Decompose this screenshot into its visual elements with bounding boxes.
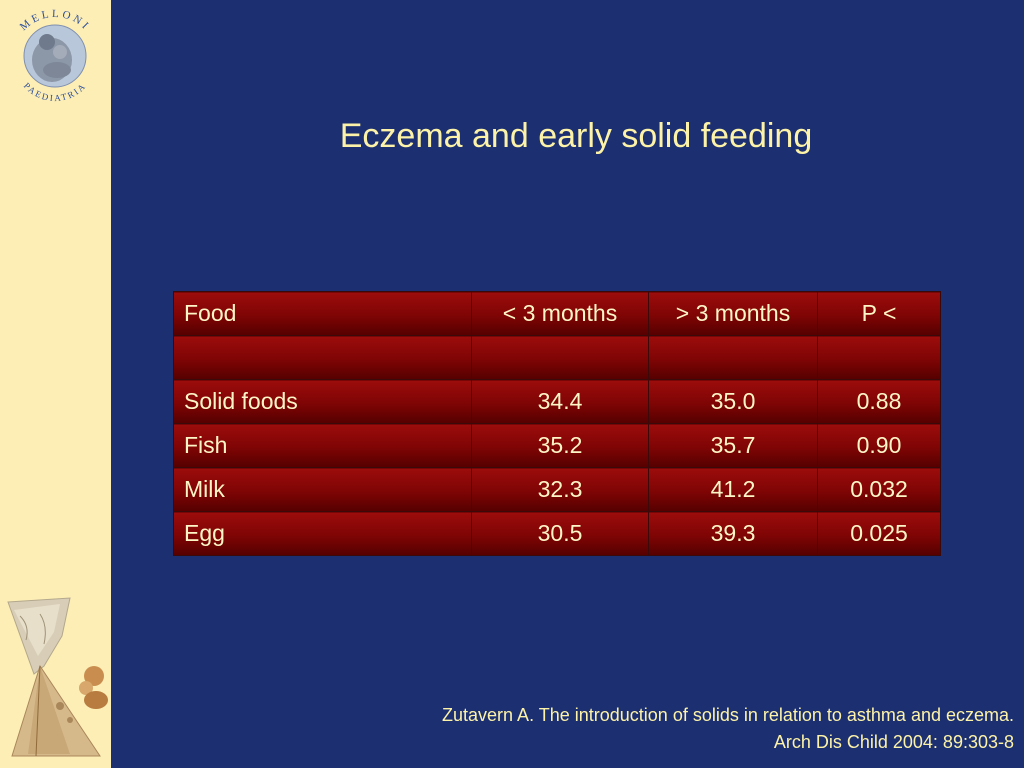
- cell-food: [173, 335, 472, 380]
- table-row: Fish 35.2 35.7 0.90: [173, 423, 941, 468]
- header-food: Food: [173, 291, 472, 336]
- citation-line-1: Zutavern A. The introduction of solids i…: [442, 705, 1014, 725]
- melloni-paediatria-logo: MELLONI PAEDIATRIA: [18, 8, 90, 103]
- cell-over-3-months: 35.0: [648, 379, 818, 424]
- cell-p-value: 0.032: [817, 467, 941, 512]
- cell-over-3-months: [648, 335, 818, 380]
- cell-over-3-months: 41.2: [648, 467, 818, 512]
- table-header-row: Food < 3 months > 3 months P <: [173, 291, 941, 336]
- table-row: Solid foods 34.4 35.0 0.88: [173, 379, 941, 424]
- slide-title: Eczema and early solid feeding: [339, 117, 813, 155]
- cell-under-3-months: [471, 335, 649, 380]
- cell-p-value: [817, 335, 941, 380]
- cell-under-3-months: 35.2: [471, 423, 649, 468]
- citation: Zutavern A. The introduction of solids i…: [442, 702, 1014, 756]
- sidebar: MELLONI PAEDIATRIA: [0, 0, 111, 768]
- cell-over-3-months: 39.3: [648, 511, 818, 556]
- cell-food: Egg: [173, 511, 472, 556]
- cell-under-3-months: 32.3: [471, 467, 649, 512]
- table-row: [173, 335, 941, 380]
- table-row: Egg 30.5 39.3 0.025: [173, 511, 941, 556]
- cell-p-value: 0.90: [817, 423, 941, 468]
- cell-over-3-months: 35.7: [648, 423, 818, 468]
- cell-under-3-months: 30.5: [471, 511, 649, 556]
- cell-p-value: 0.88: [817, 379, 941, 424]
- data-table: Food < 3 months > 3 months P < Solid foo…: [173, 291, 941, 556]
- table-row: Milk 32.3 41.2 0.032: [173, 467, 941, 512]
- header-under-3-months: < 3 months: [471, 291, 649, 336]
- decorative-sail-illustration: [7, 597, 108, 757]
- cell-food: Fish: [173, 423, 472, 468]
- cell-food: Solid foods: [173, 379, 472, 424]
- cell-food: Milk: [173, 467, 472, 512]
- cell-under-3-months: 34.4: [471, 379, 649, 424]
- citation-line-2: Arch Dis Child 2004: 89:303-8: [773, 732, 1014, 752]
- header-over-3-months: > 3 months: [648, 291, 818, 336]
- cell-p-value: 0.025: [817, 511, 941, 556]
- header-p-value: P <: [817, 291, 941, 336]
